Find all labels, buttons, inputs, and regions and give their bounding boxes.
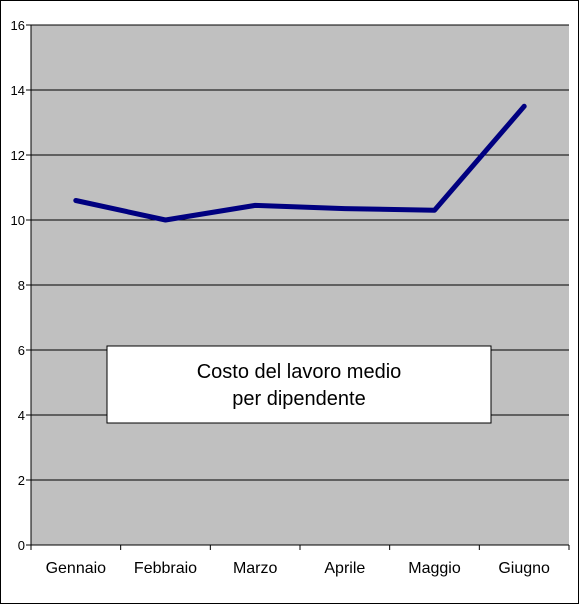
y-tick-label-8: 8 xyxy=(18,278,25,293)
x-ticks: Gennaio Febbraio Marzo Aprile Maggio Giugno xyxy=(30,545,570,577)
x-tick-label-giugno: Giugno xyxy=(498,560,550,577)
x-tick-label-maggio: Maggio xyxy=(408,560,461,577)
x-tick-label-marzo: Marzo xyxy=(233,560,278,577)
x-tick-label-febbraio: Febbraio xyxy=(134,560,197,577)
y-tick-label-0: 0 xyxy=(18,538,25,553)
y-tick-label-14: 14 xyxy=(11,83,25,98)
y-tick-label-6: 6 xyxy=(18,343,25,358)
y-tick-label-12: 12 xyxy=(11,148,25,163)
y-tick-label-10: 10 xyxy=(11,213,25,228)
legend-label-line-1: Costo del lavoro medio xyxy=(197,361,402,383)
legend-label-line-2: per dipendente xyxy=(232,388,365,410)
y-ticks: 0 2 4 6 8 10 12 14 16 xyxy=(11,18,31,553)
y-tick-label-16: 16 xyxy=(11,18,25,33)
x-tick-label-gennaio: Gennaio xyxy=(46,560,107,577)
x-tick-label-aprile: Aprile xyxy=(324,560,365,577)
y-tick-label-4: 4 xyxy=(18,408,25,423)
legend: Costo del lavoro medio per dipendente xyxy=(106,345,492,424)
legend-box xyxy=(106,345,492,424)
series-line xyxy=(73,103,527,223)
y-tick-label-2: 2 xyxy=(18,473,25,488)
